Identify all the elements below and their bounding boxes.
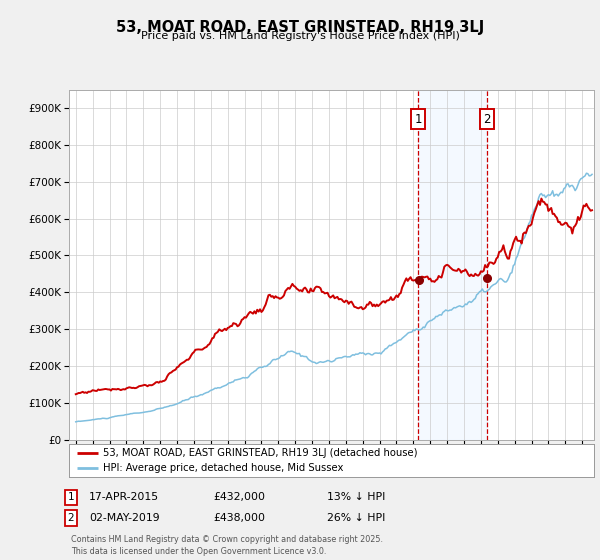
Text: Price paid vs. HM Land Registry's House Price Index (HPI): Price paid vs. HM Land Registry's House …	[140, 31, 460, 41]
Bar	[418, 90, 487, 440]
Text: 2: 2	[483, 113, 491, 125]
Text: 13% ↓ HPI: 13% ↓ HPI	[327, 492, 385, 502]
Text: 1: 1	[67, 492, 74, 502]
Text: 53, MOAT ROAD, EAST GRINSTEAD, RH19 3LJ (detached house): 53, MOAT ROAD, EAST GRINSTEAD, RH19 3LJ …	[103, 447, 418, 458]
Text: 26% ↓ HPI: 26% ↓ HPI	[327, 513, 385, 523]
Text: HPI: Average price, detached house, Mid Sussex: HPI: Average price, detached house, Mid …	[103, 463, 343, 473]
Text: Contains HM Land Registry data © Crown copyright and database right 2025.
This d: Contains HM Land Registry data © Crown c…	[71, 535, 383, 556]
Text: £432,000: £432,000	[213, 492, 265, 502]
Text: 02-MAY-2019: 02-MAY-2019	[89, 513, 160, 523]
Text: 1: 1	[415, 113, 422, 125]
Text: 53, MOAT ROAD, EAST GRINSTEAD, RH19 3LJ: 53, MOAT ROAD, EAST GRINSTEAD, RH19 3LJ	[116, 20, 484, 35]
Text: 2: 2	[67, 513, 74, 523]
Text: 17-APR-2015: 17-APR-2015	[89, 492, 159, 502]
Text: £438,000: £438,000	[213, 513, 265, 523]
